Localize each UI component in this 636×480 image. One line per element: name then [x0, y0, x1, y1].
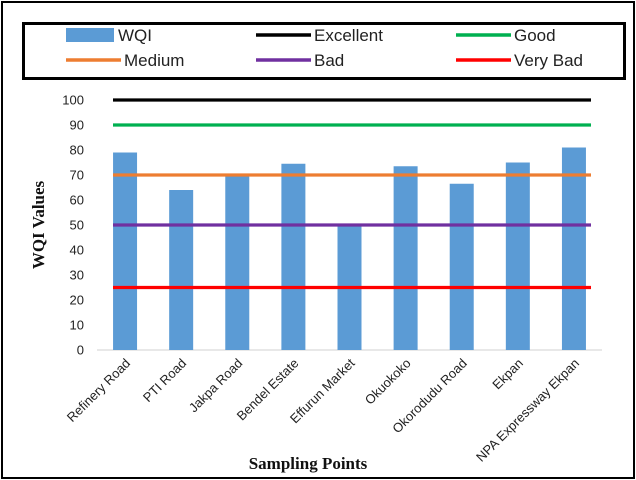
x-tick-label: NPA Expressway Ekpan	[473, 356, 582, 465]
y-tick-label: 50	[70, 218, 84, 233]
y-tick-label: 0	[77, 343, 84, 358]
legend-label: Medium	[124, 51, 184, 70]
legend-label: Very Bad	[514, 51, 583, 70]
legend-label: WQI	[118, 26, 152, 45]
y-tick-label: 90	[70, 118, 84, 133]
legend-box	[22, 22, 626, 80]
y-tick-label: 40	[70, 243, 84, 258]
bar-ekpan	[505, 162, 530, 350]
y-axis-ticks: 0 10 20 30 40 50 60 70 80 90 100	[62, 93, 84, 358]
y-tick-label: 80	[70, 143, 84, 158]
y-tick-label: 60	[70, 193, 84, 208]
y-tick-label: 20	[70, 293, 84, 308]
y-tick-label: 10	[70, 318, 84, 333]
bar-bendel-estate	[281, 163, 306, 350]
legend-swatch-wqi	[66, 28, 114, 42]
legend: WQI Excellent Good Medium Bad Very Bad	[66, 26, 583, 70]
x-tick-label: Refinery Road	[64, 356, 133, 425]
bar-pti-road	[169, 190, 194, 350]
legend-label: Bad	[314, 51, 344, 70]
bar-refinery-road	[113, 152, 138, 350]
x-tick-label: Okuokoko	[362, 356, 414, 408]
y-tick-label: 70	[70, 168, 84, 183]
bar-okorodudu-road	[449, 183, 474, 350]
bar-npa-expressway-ekpan	[561, 147, 586, 350]
reference-lines	[113, 98, 591, 290]
bar-okuokoko	[393, 166, 418, 350]
legend-label: Excellent	[314, 26, 383, 45]
y-tick-label: 100	[62, 93, 84, 108]
x-axis-title: Sampling Points	[249, 454, 368, 473]
bars	[113, 147, 586, 350]
bar-jakpa-road	[225, 175, 250, 350]
x-tick-label: PTI Road	[140, 356, 189, 405]
legend-label: Good	[514, 26, 556, 45]
y-axis-title: WQI Values	[29, 180, 48, 269]
x-tick-label: Jakpa Road	[186, 356, 246, 416]
y-tick-label: 30	[70, 268, 84, 283]
x-tick-label: Ekpan	[489, 356, 526, 393]
